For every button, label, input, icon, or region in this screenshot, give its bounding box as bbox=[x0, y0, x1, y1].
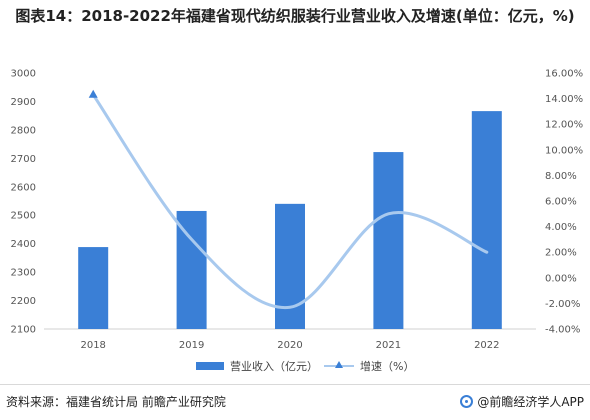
x-tick-label: 2022 bbox=[474, 340, 499, 351]
right-tick-label: -2.00% bbox=[545, 299, 580, 310]
left-tick-label: 3000 bbox=[11, 69, 36, 80]
bar-2020 bbox=[275, 203, 305, 329]
right-tick-label: 8.00% bbox=[545, 171, 577, 182]
left-tick-label: 2300 bbox=[11, 268, 36, 279]
footer: 资料来源：福建省统计局 前瞻产业研究院 @前瞻经济学人APP bbox=[0, 384, 590, 420]
bar-2019 bbox=[176, 210, 207, 329]
left-tick-label: 2400 bbox=[11, 239, 36, 250]
right-tick-label: 10.00% bbox=[545, 145, 583, 156]
left-tick-label: 2100 bbox=[11, 325, 36, 336]
bar-2021 bbox=[373, 152, 404, 329]
chart-title: 图表14：2018-2022年福建省现代纺织服装行业营业收入及增速(单位：亿元，… bbox=[15, 7, 575, 25]
legend-label-growth: 增速（%） bbox=[360, 360, 415, 373]
right-tick-label: 0.00% bbox=[545, 273, 577, 284]
brand-text: @前瞻经济学人APP bbox=[477, 395, 584, 409]
x-axis-ticks: 2018 2019 2020 2021 2022 bbox=[80, 340, 499, 351]
right-tick-label: 16.00% bbox=[545, 69, 583, 80]
legend-bar-swatch bbox=[196, 362, 224, 370]
combo-chart: 2100 2200 2300 2400 2500 2600 2700 2800 2900 3000… bbox=[11, 69, 584, 352]
triangle-marker-icon bbox=[88, 89, 98, 98]
left-tick-label: 2200 bbox=[11, 296, 36, 307]
x-tick-label: 2021 bbox=[376, 340, 401, 351]
x-tick-label: 2019 bbox=[179, 340, 204, 351]
right-tick-label: 12.00% bbox=[545, 120, 583, 131]
legend: 营业收入（亿元） 增速（%） bbox=[0, 358, 590, 378]
x-tick-label: 2020 bbox=[277, 340, 302, 351]
brand-logo-icon bbox=[460, 395, 474, 408]
left-tick-label: 2500 bbox=[11, 211, 36, 222]
legend-item-growth: 增速（%） bbox=[324, 358, 414, 374]
right-tick-label: 14.00% bbox=[545, 94, 583, 105]
growth-line bbox=[91, 93, 489, 309]
bar-2018 bbox=[78, 247, 109, 329]
left-tick-label: 2900 bbox=[11, 97, 36, 108]
right-axis-ticks: -4.00% -2.00% 0.00% 2.00% 4.00% 6.00% 8.00% 10.… bbox=[545, 69, 583, 336]
x-tick-label: 2018 bbox=[80, 340, 105, 351]
triangle-marker-icon bbox=[324, 361, 354, 371]
left-tick-label: 2700 bbox=[11, 154, 36, 165]
left-tick-label: 2600 bbox=[11, 182, 36, 193]
legend-label-revenue: 营业收入（亿元） bbox=[230, 360, 318, 373]
right-tick-label: 4.00% bbox=[545, 222, 577, 233]
right-tick-label: 2.00% bbox=[545, 248, 577, 259]
brand: @前瞻经济学人APP bbox=[460, 393, 584, 410]
line-markers bbox=[88, 89, 98, 98]
source-text: 资料来源：福建省统计局 前瞻产业研究院 bbox=[6, 395, 226, 409]
left-axis-ticks: 2100 2200 2300 2400 2500 2600 2700 2800 2900 3000 bbox=[11, 69, 36, 336]
right-tick-label: 6.00% bbox=[545, 197, 577, 208]
legend-item-revenue: 营业收入（亿元） bbox=[196, 358, 318, 374]
left-tick-label: 2800 bbox=[11, 125, 36, 136]
bar-2022 bbox=[471, 111, 502, 329]
bar-series bbox=[78, 111, 502, 329]
right-tick-label: -4.00% bbox=[545, 325, 580, 336]
